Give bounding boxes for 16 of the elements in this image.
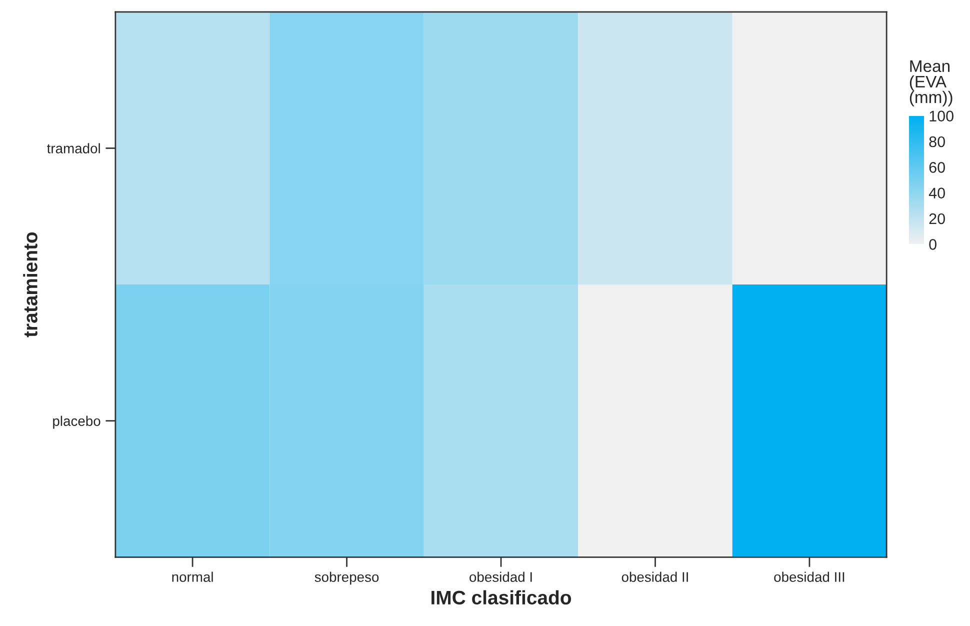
- x-tick-label: obesidad I: [470, 572, 532, 582]
- legend-title: Mean (EVA (mm)): [910, 60, 952, 106]
- x-tick-label: sobrepeso: [314, 572, 379, 585]
- color-bar-label: 80: [929, 136, 945, 148]
- y-tick-label: placebo: [53, 416, 100, 429]
- x-tick-label: obesidad III: [774, 572, 844, 582]
- x-axis-title: IMC clasificado: [432, 590, 572, 605]
- color-bar-label: 100: [930, 110, 954, 122]
- x-tick-label: normal: [172, 572, 213, 582]
- color-bar-label: 40: [928, 188, 945, 198]
- y-tick-label: tramadol: [47, 143, 100, 154]
- color-bar-label: 20: [929, 213, 945, 224]
- x-tick-label: obesidad II: [622, 572, 688, 582]
- color-bar-label: 0: [929, 239, 936, 250]
- color-bar-label: 60: [929, 162, 945, 173]
- y-axis-title: tratamiento: [23, 232, 38, 338]
